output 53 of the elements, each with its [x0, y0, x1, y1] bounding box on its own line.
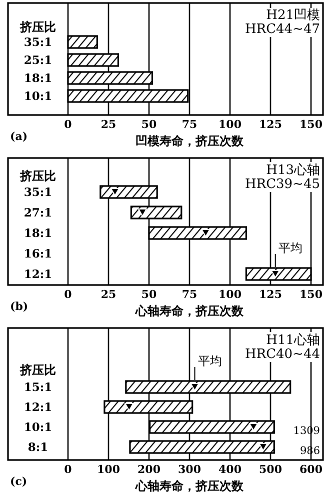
y-tick-label: 27:1: [24, 206, 52, 220]
y-axis-title: 挤压比: [19, 169, 56, 183]
y-tick-label: 16:1: [24, 246, 52, 260]
x-tick-label: 0: [64, 288, 72, 301]
x-tick-label: 0: [64, 118, 72, 131]
text: (a): [10, 130, 28, 143]
y-tick-label: 8:1: [28, 440, 48, 454]
y-tick-label: 18:1: [24, 71, 52, 85]
x-tick-label: 500: [259, 463, 282, 476]
x-axis-title: 心轴寿命，挤压次数: [134, 304, 244, 318]
y-tick-label: 10:1: [24, 89, 52, 103]
x-tick-label: 100: [218, 288, 242, 301]
x-axis-title: 凹模寿命，挤压次数: [136, 134, 244, 148]
x-tick-label: 100: [218, 118, 242, 131]
point: [138, 208, 148, 216]
text: (b): [10, 300, 28, 313]
annotation: 平均: [198, 354, 222, 368]
x-tick-label: 100: [97, 463, 120, 476]
x-tick-label: 50: [141, 118, 157, 131]
y-tick-label: 10:1: [24, 420, 52, 434]
annotation: HRC39~45: [244, 177, 320, 192]
x-tick-label: 25: [100, 118, 116, 131]
y-tick-label: 15:1: [24, 380, 52, 394]
x-tick-label: 200: [138, 463, 161, 476]
x-tick-label: 0: [64, 463, 72, 476]
x-tick-label: 75: [182, 288, 198, 301]
text: H21凹模: [266, 8, 320, 23]
y-tick-label: 12:1: [24, 400, 52, 414]
x-tick-label: 150: [300, 118, 323, 131]
x-tick-label: 25: [100, 288, 116, 301]
x-tick-label: 600: [300, 463, 323, 476]
y-tick-label: 35:1: [24, 35, 52, 49]
x-tick-label: 75: [182, 118, 198, 131]
x-tick-label: 300: [178, 463, 202, 476]
y-axis-title: 挤压比: [19, 363, 56, 377]
x-tick-label: 125: [259, 118, 282, 131]
annotation: H13心轴: [266, 162, 320, 178]
x-tick-label: 400: [218, 463, 242, 476]
y-tick-label: 12:1: [24, 267, 52, 281]
y-axis-title: 挤压比: [19, 20, 56, 34]
y-tick-label: 35:1: [24, 185, 52, 199]
y-tick-label: 18:1: [24, 226, 52, 240]
text: H11心轴: [266, 332, 320, 348]
x-axis-title: 心轴寿命，挤压次数: [134, 479, 244, 493]
y-tick-label: 25:1: [24, 53, 52, 67]
text: (c): [10, 475, 28, 488]
x-tick-label: 50: [141, 288, 157, 301]
annotation: 平均: [278, 241, 302, 255]
x-tick-label: 150: [300, 288, 323, 301]
point: [124, 403, 134, 411]
annotation: HRC44~47: [244, 22, 320, 37]
x-tick-label: 125: [259, 288, 282, 301]
text: HRC40~44: [244, 347, 320, 362]
